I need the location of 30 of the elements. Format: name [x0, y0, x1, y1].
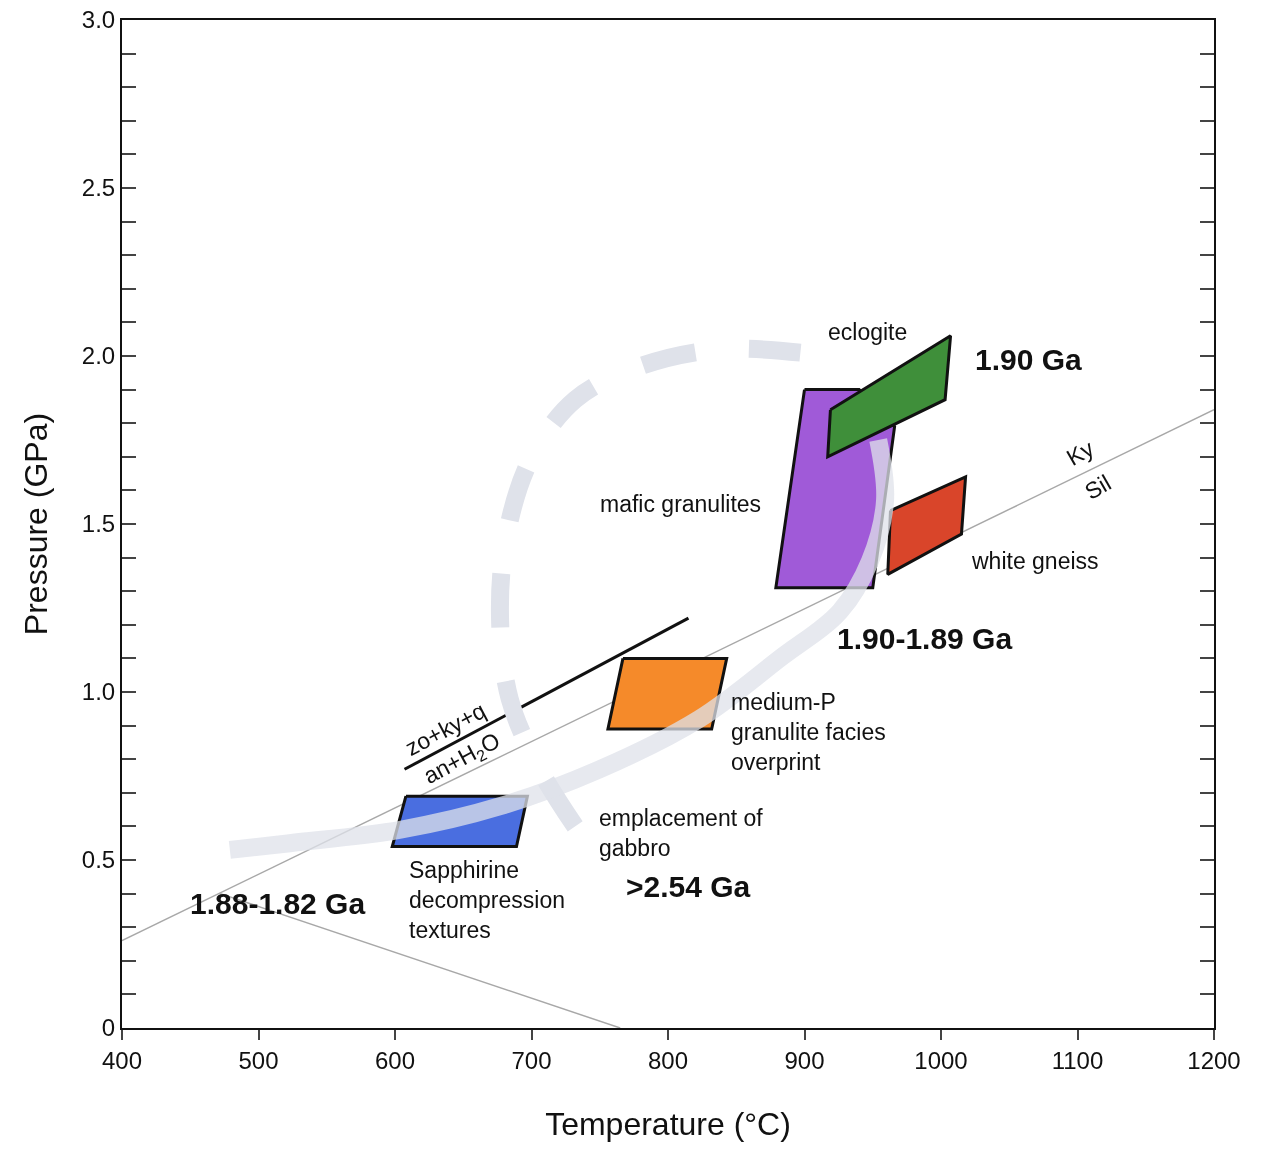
annotation: emplacement of gabbro [599, 805, 764, 861]
x-tick-label: 800 [647, 1046, 689, 1074]
annotation: eclogite [828, 319, 908, 345]
y-tick-label: 2.0 [81, 342, 116, 370]
annotation: 1.90-1.89 Ga [837, 622, 1013, 655]
annotation: Ky [1062, 434, 1099, 471]
y-axis-title: Pressure (GPa) [18, 412, 54, 636]
annotation: mafic granulites [600, 491, 762, 517]
x-tick-label: 400 [101, 1046, 143, 1074]
x-tick-label: 500 [238, 1046, 279, 1074]
y-tick-label: 1.0 [81, 678, 116, 706]
annotation: 1.90 Ga [975, 343, 1083, 376]
x-tick-label: 600 [374, 1046, 416, 1074]
annotation: Sapphirine decompression textures [409, 857, 565, 943]
x-tick-label: 1200 [1187, 1046, 1241, 1074]
y-tick-label: 2.5 [81, 174, 116, 202]
annotation: medium-P granulite facies overprint [731, 689, 886, 775]
x-tick-label: 1100 [1051, 1046, 1104, 1074]
y-tick-label: 0 [101, 1014, 116, 1042]
y-tick-label: 0.5 [81, 846, 116, 874]
y-tick-label: 3.0 [81, 6, 116, 34]
x-axis-title: Temperature (°C) [545, 1106, 791, 1142]
x-tick-label: 1000 [914, 1046, 968, 1074]
x-tick-label: 700 [511, 1046, 552, 1074]
x-tick-label: 900 [784, 1046, 825, 1074]
annotation: Sil [1080, 469, 1116, 505]
annotation: 1.88-1.82 Ga [190, 887, 366, 920]
annotation: >2.54 Ga [626, 870, 751, 903]
annotation: white gneiss [971, 548, 1099, 574]
y-tick-label: 1.5 [81, 510, 116, 538]
